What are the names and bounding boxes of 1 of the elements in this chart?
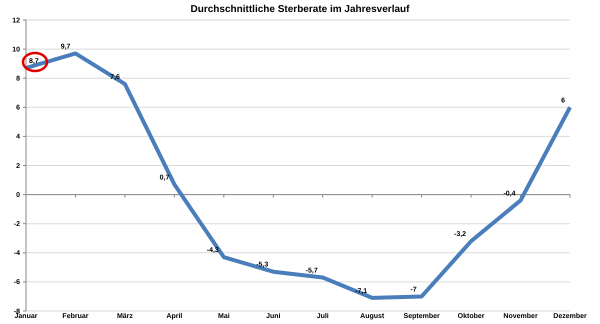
chart-title: Durchschnittliche Sterberate im Jahresverlauf bbox=[190, 4, 410, 15]
